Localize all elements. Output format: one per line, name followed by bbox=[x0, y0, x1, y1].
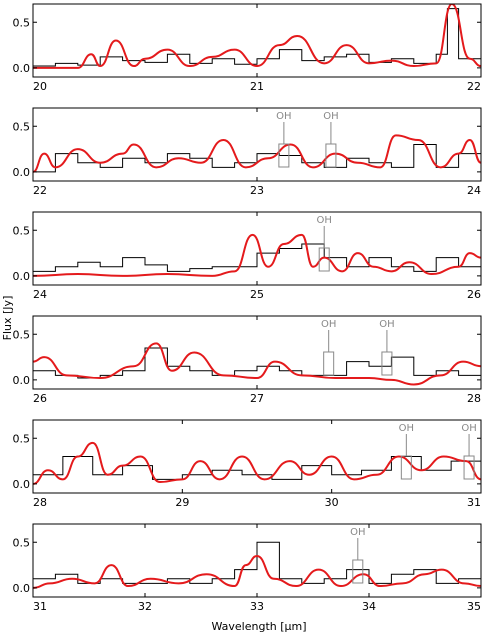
oh-marker-box bbox=[325, 143, 337, 168]
y-tick-label: 0.5 bbox=[13, 224, 31, 237]
model-spectrum-line bbox=[33, 342, 481, 386]
model-spectrum-line bbox=[33, 441, 481, 485]
y-tick-label: 0.5 bbox=[13, 120, 31, 133]
model-spectrum-line bbox=[33, 134, 481, 173]
oh-label: OH bbox=[399, 423, 414, 434]
x-tick-label: 24 bbox=[33, 288, 47, 301]
y-tick-label: 0.5 bbox=[13, 16, 31, 29]
panel-3: OH 24 25 26 0.0 0.5 bbox=[13, 211, 482, 301]
observed-spectrum-line bbox=[33, 243, 481, 272]
model-spectrum-line bbox=[33, 4, 481, 69]
x-tick-label: 31 bbox=[33, 600, 47, 613]
y-tick-label: 0.0 bbox=[13, 62, 31, 75]
x-tick-label: 30 bbox=[325, 496, 339, 509]
observed-spectrum-line bbox=[33, 347, 481, 379]
y-tick-label: 0.5 bbox=[13, 432, 31, 445]
x-tick-label: 26 bbox=[467, 288, 481, 301]
y-tick-label: 0.0 bbox=[13, 166, 31, 179]
observed-spectrum-line bbox=[33, 456, 481, 480]
x-tick-label: 25 bbox=[250, 288, 264, 301]
panel-4: OH OH 26 27 28 0.0 0.5 bbox=[13, 315, 482, 405]
oh-label: OH bbox=[323, 111, 338, 122]
x-tick-label: 28 bbox=[467, 392, 481, 405]
x-tick-label: 29 bbox=[175, 496, 189, 509]
y-tick-label: 0.5 bbox=[13, 536, 31, 549]
oh-marker-box bbox=[323, 351, 335, 376]
x-axis-title: Wavelength [μm] bbox=[211, 620, 306, 633]
observed-spectrum-line bbox=[33, 8, 481, 67]
x-tick-label: 31 bbox=[467, 496, 481, 509]
observed-spectrum-line bbox=[33, 144, 481, 173]
y-tick-label: 0.0 bbox=[13, 374, 31, 387]
observed-spectrum-line bbox=[33, 541, 481, 584]
oh-marker-box bbox=[400, 455, 412, 480]
panel-2: OH OH 22 23 24 0.0 0.5 bbox=[13, 107, 482, 197]
oh-marker-box bbox=[318, 247, 330, 272]
y-tick-label: 0.0 bbox=[13, 478, 31, 491]
x-tick-label: 22 bbox=[33, 184, 47, 197]
oh-marker-box bbox=[278, 143, 290, 168]
panel-frame bbox=[32, 419, 482, 494]
x-tick-label: 22 bbox=[467, 80, 481, 93]
y-tick-label: 0.0 bbox=[13, 582, 31, 595]
x-tick-label: 35 bbox=[467, 600, 481, 613]
panel-5: OH OH 28 29 30 31 0.0 0.5 bbox=[13, 419, 482, 509]
oh-label: OH bbox=[317, 215, 332, 226]
panel-1: 20 21 22 0.0 0.5 bbox=[13, 3, 482, 93]
oh-label: OH bbox=[461, 423, 476, 434]
panel-6: OH 31 32 33 34 35 0.0 0.5 bbox=[13, 523, 482, 613]
y-tick-label: 0.0 bbox=[13, 270, 31, 283]
oh-label: OH bbox=[321, 319, 336, 330]
x-tick-label: 33 bbox=[250, 600, 264, 613]
model-spectrum-line bbox=[33, 233, 481, 277]
oh-marker-box bbox=[352, 559, 364, 584]
x-tick-label: 26 bbox=[33, 392, 47, 405]
oh-marker-box bbox=[463, 455, 475, 480]
oh-label: OH bbox=[379, 319, 394, 330]
x-tick-label: 27 bbox=[250, 392, 264, 405]
model-spectrum-line bbox=[33, 554, 481, 589]
x-tick-label: 34 bbox=[362, 600, 376, 613]
oh-label: OH bbox=[276, 111, 291, 122]
oh-marker-box bbox=[381, 351, 393, 376]
y-axis-title: Flux [Jy] bbox=[1, 296, 14, 341]
x-tick-label: 20 bbox=[33, 80, 47, 93]
x-tick-label: 28 bbox=[33, 496, 47, 509]
x-tick-label: 21 bbox=[250, 80, 264, 93]
oh-label: OH bbox=[350, 527, 365, 538]
x-tick-label: 23 bbox=[250, 184, 264, 197]
x-tick-label: 32 bbox=[138, 600, 152, 613]
x-tick-label: 24 bbox=[467, 184, 481, 197]
y-tick-label: 0.5 bbox=[13, 328, 31, 341]
